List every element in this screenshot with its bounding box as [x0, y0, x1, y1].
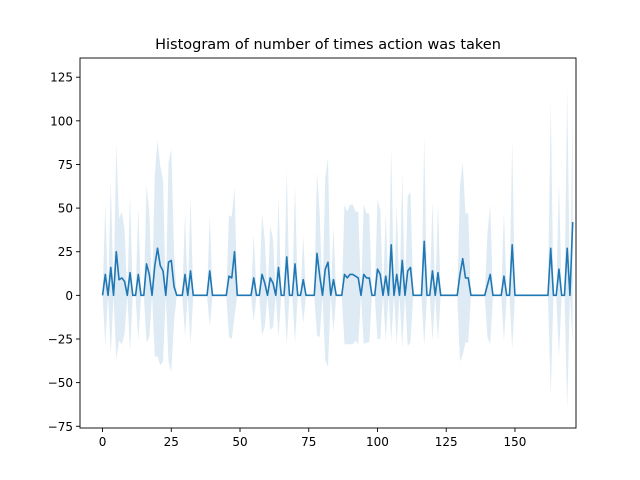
y-tick-label: 0: [65, 289, 73, 303]
x-tick-label: 0: [99, 435, 107, 449]
plot-content: [101, 87, 574, 409]
y-tick-label: 50: [58, 202, 73, 216]
y-tick-label: 100: [50, 114, 73, 128]
x-tick-label: 100: [366, 435, 389, 449]
y-tick-label: 125: [50, 71, 73, 85]
x-tick-label: 150: [504, 435, 527, 449]
axes-frame: [79, 57, 577, 429]
x-tick-label: 50: [232, 435, 247, 449]
y-tick-label: 75: [58, 158, 73, 172]
chart-title: Histogram of number of times action was …: [155, 37, 501, 53]
y-tick-label: −25: [48, 332, 73, 346]
plot-area: [101, 87, 574, 409]
y-tick-label: −50: [48, 376, 73, 390]
x-tick-label: 75: [301, 435, 316, 449]
x-tick-label: 25: [164, 435, 179, 449]
y-tick-label: −75: [48, 420, 73, 434]
y-tick-label: 25: [58, 245, 73, 259]
axes: 0 25 50 75 100 125 150 −75 −50 −25 0 25 50 75 100 125: [48, 57, 577, 449]
x-tick-label: 125: [435, 435, 458, 449]
series-0-line: [101, 222, 574, 297]
